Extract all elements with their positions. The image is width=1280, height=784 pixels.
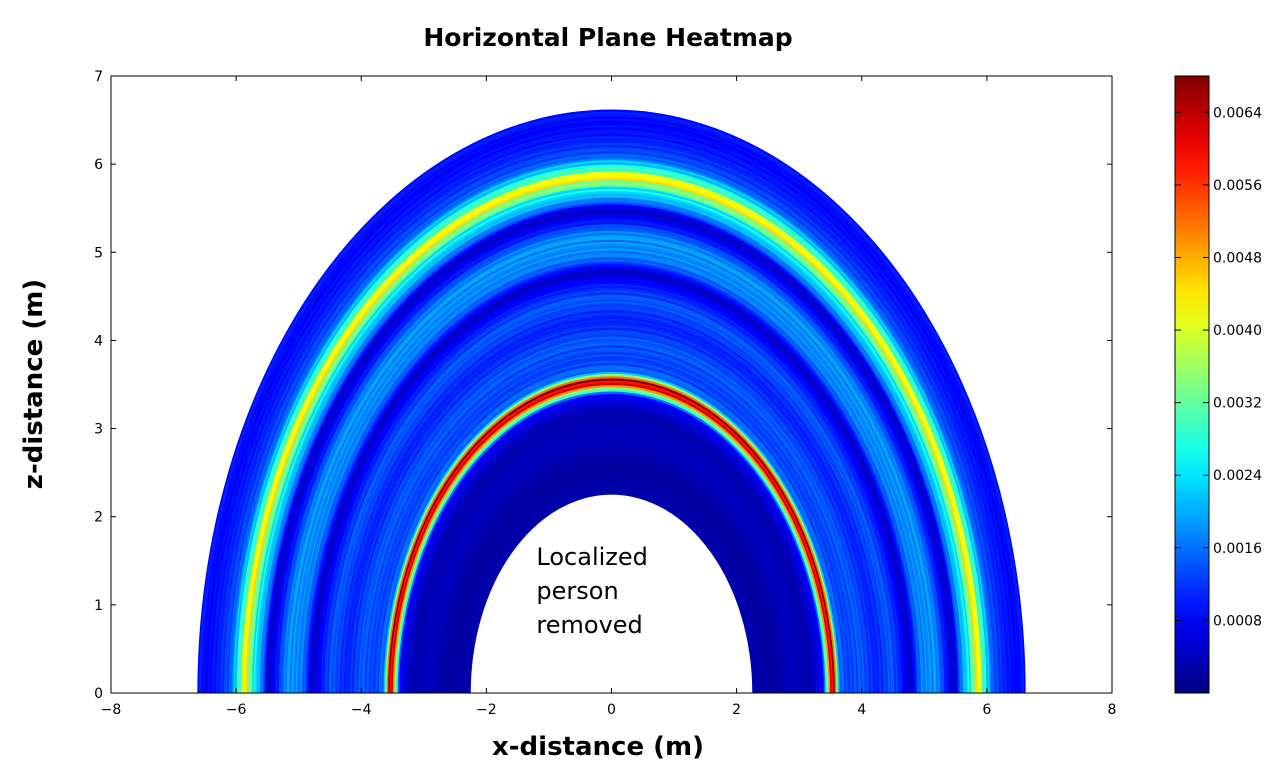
removed-person-region <box>470 494 753 693</box>
y-tick-label: 6 <box>94 157 103 173</box>
x-tick-label: −6 <box>226 702 247 718</box>
y-tick-label: 3 <box>94 422 103 438</box>
colorbar-tick-label: 0.0064 <box>1213 105 1262 121</box>
colorbar-ticks: 0.0008 0.0016 0.0024 0.0032 0.0040 0.0048 0.00… <box>1175 105 1262 629</box>
colorbar-tick-label: 0.0024 <box>1213 468 1262 484</box>
x-tick-label: 4 <box>857 702 866 718</box>
y-tick-label: 7 <box>94 69 103 85</box>
y-axis-ticks: 0 1 2 3 4 5 6 7 <box>94 69 1112 702</box>
annotation-text: Localized person removed <box>536 543 647 639</box>
colorbar-tick-label: 0.0032 <box>1213 396 1262 412</box>
heatmap-region <box>197 109 1026 693</box>
x-tick-label: 2 <box>732 702 741 718</box>
y-tick-label: 2 <box>94 510 103 526</box>
x-tick-label: 0 <box>607 702 616 718</box>
colorbar-tick-label: 0.0056 <box>1213 178 1262 194</box>
x-tick-label: −2 <box>476 702 497 718</box>
y-axis-label: z-distance (m) <box>19 279 49 489</box>
colorbar-tick-label: 0.0048 <box>1213 250 1262 266</box>
x-axis-label: x-distance (m) <box>492 732 704 762</box>
y-tick-label: 1 <box>94 598 103 614</box>
annotation-line: removed <box>536 611 642 639</box>
annotation-line: Localized <box>536 543 647 571</box>
x-tick-label: 8 <box>1108 702 1117 718</box>
colorbar <box>1174 75 1210 694</box>
colorbar-tick-label: 0.0016 <box>1213 541 1262 557</box>
colorbar-tick-label: 0.0040 <box>1213 323 1262 339</box>
annotation-line: person <box>536 577 618 605</box>
colorbar-tick-label: 0.0008 <box>1213 613 1262 629</box>
x-tick-label: −8 <box>101 702 122 718</box>
x-tick-label: −4 <box>351 702 372 718</box>
y-tick-label: 0 <box>94 686 103 702</box>
x-axis-ticks: −8 −6 −4 −2 0 2 4 6 8 <box>101 76 1117 718</box>
chart-title: Horizontal Plane Heatmap <box>423 23 792 52</box>
x-tick-label: 6 <box>982 702 991 718</box>
y-tick-label: 4 <box>94 333 103 349</box>
y-tick-label: 5 <box>94 245 103 261</box>
